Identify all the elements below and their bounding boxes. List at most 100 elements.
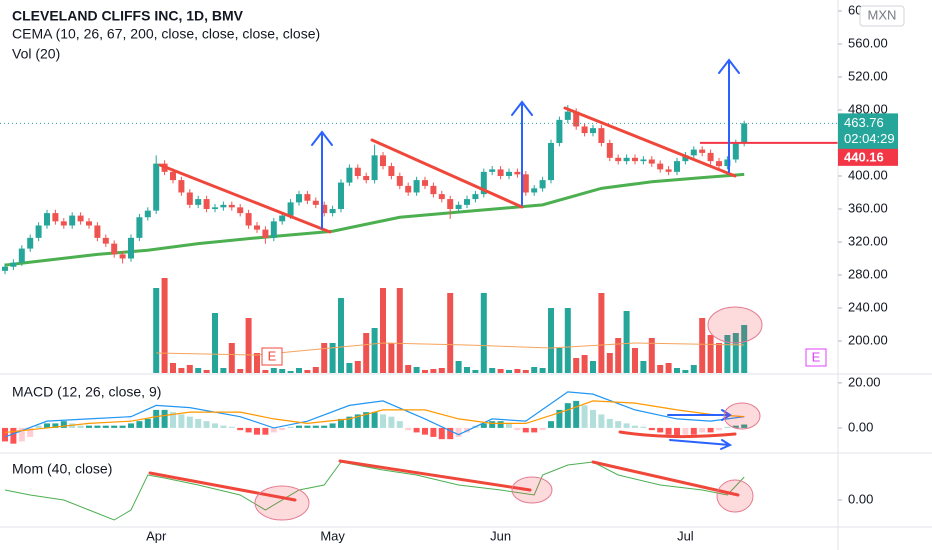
volume-bar — [262, 370, 269, 373]
volume-bar — [186, 365, 193, 373]
histogram-bar — [606, 418, 613, 428]
event-label: E — [812, 349, 821, 364]
volume-bar — [212, 313, 218, 373]
y-tick-label: 280.00 — [848, 266, 888, 281]
last-price-box — [838, 113, 898, 150]
volume-bar — [279, 369, 286, 373]
y-tick-label: 240.00 — [848, 299, 888, 314]
histogram-bar — [136, 421, 143, 428]
histogram-bar — [245, 427, 252, 433]
candle-body — [648, 159, 655, 164]
candle-body — [539, 180, 546, 189]
volume-bar — [657, 365, 664, 373]
candle-body — [287, 202, 294, 216]
candle-body — [707, 152, 714, 162]
macd-line — [4, 400, 745, 434]
event-marker[interactable] — [805, 348, 827, 367]
volume-bar — [254, 353, 260, 373]
histogram-bar — [615, 421, 622, 428]
histogram-bar — [270, 427, 277, 433]
histogram-bar — [506, 423, 512, 428]
candle-body — [682, 155, 689, 162]
volume-bar — [237, 369, 244, 373]
candle-body — [447, 199, 454, 209]
y-tick-label: 480.00 — [848, 101, 888, 116]
candle-body — [270, 221, 277, 238]
candle-body — [102, 237, 109, 244]
candle-body — [506, 171, 512, 176]
candle-body — [60, 221, 67, 226]
candle-body — [94, 225, 101, 238]
volume-bar — [665, 363, 672, 373]
histogram-bar — [363, 412, 370, 428]
histogram-bar — [665, 427, 672, 435]
candle-body — [371, 155, 378, 181]
candle-body — [422, 180, 428, 186]
candle-body — [44, 213, 50, 226]
trend-line — [618, 430, 737, 439]
volume-bar — [514, 369, 521, 373]
volume-bar — [648, 338, 655, 373]
chart-title: CLEVELAND CLIFFS INC, 1D, BMV — [12, 8, 244, 24]
histogram-bar — [632, 425, 638, 428]
histogram-bar — [581, 405, 588, 428]
histogram-bar — [430, 427, 437, 437]
histogram-bar — [329, 423, 336, 428]
candle-body — [699, 149, 706, 153]
volume-bar — [321, 343, 328, 373]
histogram-bar — [598, 414, 605, 428]
candle-body — [380, 155, 386, 167]
histogram-bar — [489, 421, 496, 428]
histogram-bar — [94, 425, 101, 428]
candle-body — [2, 266, 8, 271]
candle-body — [531, 188, 538, 193]
candle-body — [170, 171, 176, 181]
candle-body — [724, 159, 731, 167]
currency-box[interactable] — [859, 5, 905, 27]
volume-bar — [153, 288, 160, 373]
candle-body — [405, 185, 412, 193]
histogram-bar — [405, 427, 412, 431]
candle-body — [606, 142, 613, 158]
histogram-bar — [548, 421, 554, 428]
volume-bar — [312, 367, 319, 373]
candle-body — [623, 157, 630, 162]
volume-bar — [220, 368, 227, 373]
candle-body — [128, 237, 134, 259]
candle-body — [10, 262, 17, 267]
highlight-circle — [511, 476, 553, 504]
volume-bar — [581, 355, 588, 373]
histogram-bar — [480, 423, 487, 428]
candle-body — [52, 213, 59, 222]
histogram-bar — [640, 426, 647, 428]
candle-body — [304, 194, 311, 201]
candle-body — [136, 217, 143, 238]
event-marker[interactable] — [261, 347, 283, 366]
arrow — [669, 439, 733, 450]
volume-bar — [615, 338, 622, 373]
volume-bar — [741, 325, 748, 373]
histogram-bar — [18, 427, 25, 442]
candle-body — [86, 221, 92, 226]
volume-bar — [480, 293, 487, 373]
histogram-bar — [86, 425, 92, 428]
candle-body — [438, 194, 445, 200]
histogram-bar — [514, 427, 521, 431]
highlight-circle — [707, 306, 763, 344]
volume-bar — [304, 370, 311, 373]
indicator-label: CEMA (10, 26, 67, 200, close, close, clo… — [12, 26, 320, 42]
histogram-bar — [741, 424, 748, 428]
volume-bar — [380, 288, 386, 373]
candle-body — [338, 182, 344, 209]
histogram-bar — [44, 423, 50, 428]
volume-bar — [396, 288, 403, 373]
candle-body — [632, 157, 638, 162]
histogram-bar — [682, 427, 689, 435]
candle-body — [178, 180, 185, 193]
histogram-bar — [170, 412, 176, 428]
volume-bar — [548, 308, 554, 373]
candle-body — [581, 126, 588, 134]
x-tick-label: Apr — [146, 528, 167, 543]
last-price-label: 463.76 — [844, 115, 884, 130]
